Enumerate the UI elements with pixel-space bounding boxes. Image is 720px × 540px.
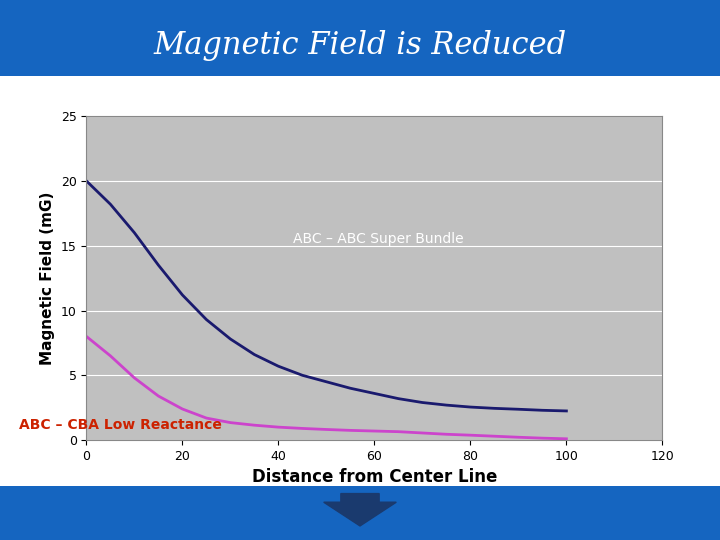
X-axis label: Distance from Center Line: Distance from Center Line: [252, 468, 497, 487]
Text: ABC – ABC Super Bundle: ABC – ABC Super Bundle: [293, 232, 464, 246]
Text: Magnetic Field is Reduced: Magnetic Field is Reduced: [153, 30, 567, 62]
FancyArrow shape: [324, 494, 396, 526]
Text: ABC – CBA Low Reactance: ABC – CBA Low Reactance: [19, 417, 222, 431]
Y-axis label: Magnetic Field (mG): Magnetic Field (mG): [40, 191, 55, 365]
